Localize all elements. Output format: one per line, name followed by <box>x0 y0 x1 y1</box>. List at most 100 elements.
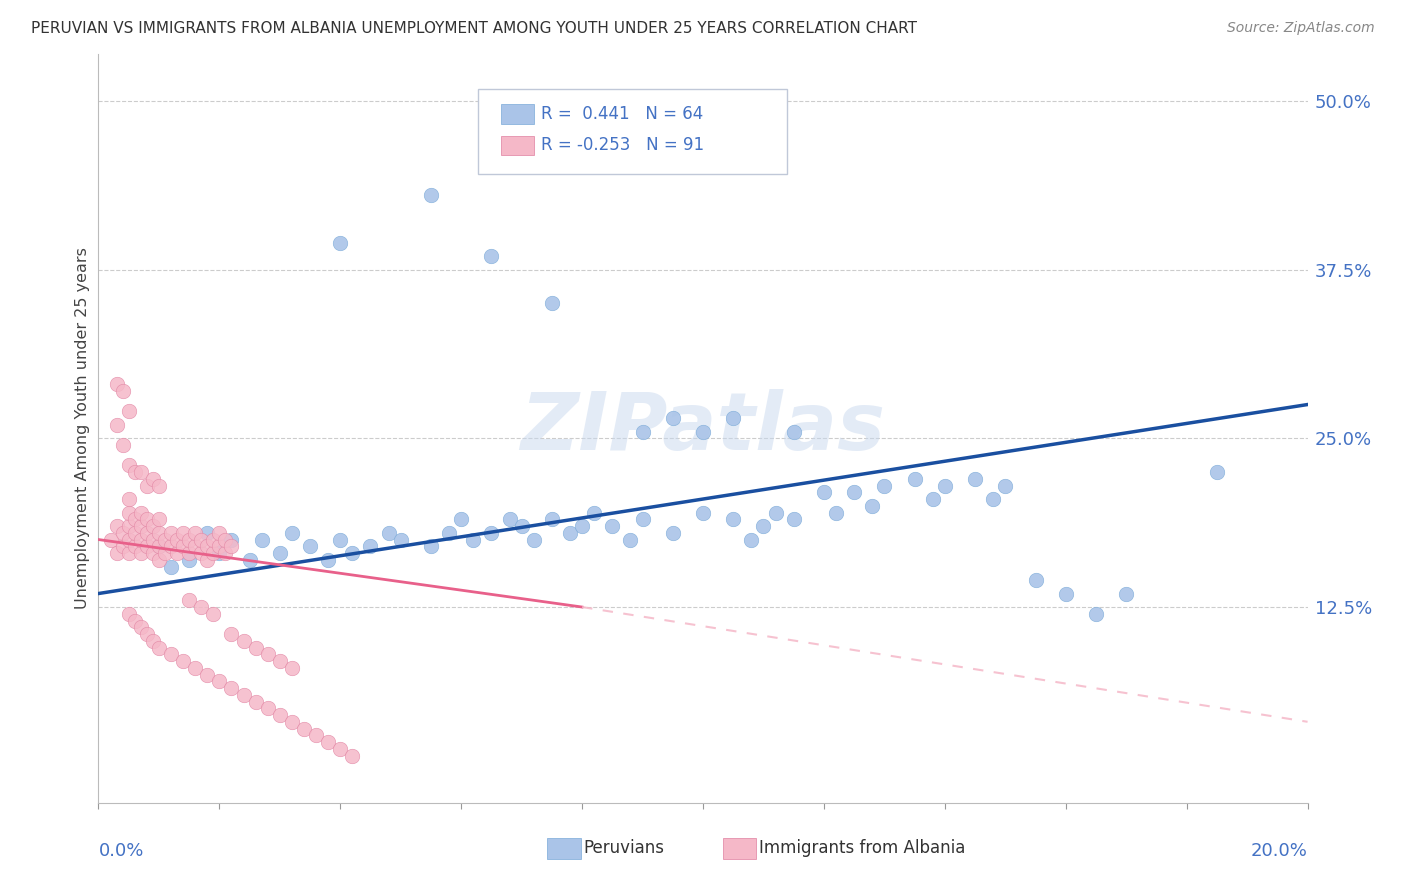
Point <box>190 533 212 547</box>
Point <box>190 546 212 560</box>
Point <box>195 553 218 567</box>
Point <box>118 458 141 473</box>
Point <box>208 546 231 560</box>
Point <box>129 620 152 634</box>
Point <box>540 512 562 526</box>
Point <box>904 472 927 486</box>
Point <box>124 465 146 479</box>
Point <box>118 491 141 506</box>
Point <box>1024 573 1046 587</box>
Point <box>510 519 533 533</box>
Point <box>129 465 152 479</box>
Point <box>111 525 134 540</box>
Point <box>450 512 472 526</box>
Point <box>118 533 141 547</box>
Point <box>1085 607 1108 621</box>
Point <box>214 546 236 560</box>
Point <box>232 633 254 648</box>
Point <box>129 533 152 547</box>
Point <box>148 553 170 567</box>
Point <box>208 674 231 689</box>
Text: Peruvians: Peruvians <box>583 839 665 857</box>
Point <box>214 533 236 547</box>
Point <box>1115 586 1137 600</box>
Point <box>281 525 304 540</box>
Point <box>232 688 254 702</box>
Point <box>269 708 291 723</box>
Point <box>437 525 460 540</box>
Point <box>172 525 194 540</box>
Point <box>420 188 443 202</box>
Point <box>765 506 787 520</box>
Point <box>583 506 606 520</box>
Point <box>342 546 364 560</box>
Point <box>299 539 322 553</box>
Point <box>118 506 141 520</box>
Point <box>571 519 593 533</box>
Point <box>118 546 141 560</box>
Point <box>316 553 339 567</box>
Point <box>135 539 157 553</box>
Point <box>153 546 176 560</box>
Point <box>245 694 267 708</box>
Text: PERUVIAN VS IMMIGRANTS FROM ALBANIA UNEMPLOYMENT AMONG YOUTH UNDER 25 YEARS CORR: PERUVIAN VS IMMIGRANTS FROM ALBANIA UNEM… <box>31 21 917 36</box>
Point <box>129 506 152 520</box>
Point <box>135 478 157 492</box>
Point <box>195 539 218 553</box>
Point <box>190 600 212 615</box>
Point <box>292 722 315 736</box>
Point <box>342 748 364 763</box>
Point <box>250 533 273 547</box>
Point <box>202 607 225 621</box>
Point <box>239 553 262 567</box>
Point <box>129 519 152 533</box>
Point <box>118 519 141 533</box>
Point <box>105 519 128 533</box>
Point <box>844 485 866 500</box>
Point <box>124 539 146 553</box>
Point <box>195 525 218 540</box>
Text: ZIPatlas: ZIPatlas <box>520 389 886 467</box>
Point <box>172 539 194 553</box>
Point <box>100 533 122 547</box>
Point <box>166 546 188 560</box>
Point <box>124 614 146 628</box>
Point <box>160 559 183 574</box>
Point <box>783 425 806 439</box>
Point <box>148 478 170 492</box>
Point <box>420 539 443 553</box>
Point <box>1054 586 1077 600</box>
Point <box>540 296 562 310</box>
Point <box>135 627 157 641</box>
Point <box>160 539 183 553</box>
Point <box>921 491 943 506</box>
Point <box>994 478 1017 492</box>
Point <box>105 417 128 432</box>
Point <box>256 648 278 662</box>
Point <box>463 533 485 547</box>
Point <box>305 728 328 742</box>
Point <box>965 472 987 486</box>
Y-axis label: Unemployment Among Youth under 25 years: Unemployment Among Youth under 25 years <box>75 247 90 609</box>
Text: R = -0.253   N = 91: R = -0.253 N = 91 <box>541 136 704 154</box>
Point <box>148 512 170 526</box>
Point <box>1206 465 1229 479</box>
Point <box>105 377 128 392</box>
Point <box>184 661 207 675</box>
Text: Immigrants from Albania: Immigrants from Albania <box>759 839 966 857</box>
Point <box>184 539 207 553</box>
Point <box>631 512 654 526</box>
Point <box>631 425 654 439</box>
Point <box>202 546 225 560</box>
Point <box>135 525 157 540</box>
Point <box>329 235 352 250</box>
Point <box>221 533 243 547</box>
Point <box>360 539 382 553</box>
Point <box>329 741 352 756</box>
Text: R =  0.441   N = 64: R = 0.441 N = 64 <box>541 105 703 123</box>
Point <box>179 553 201 567</box>
Point <box>105 546 128 560</box>
Point <box>142 472 165 486</box>
Point <box>723 411 745 425</box>
Point <box>281 714 304 729</box>
